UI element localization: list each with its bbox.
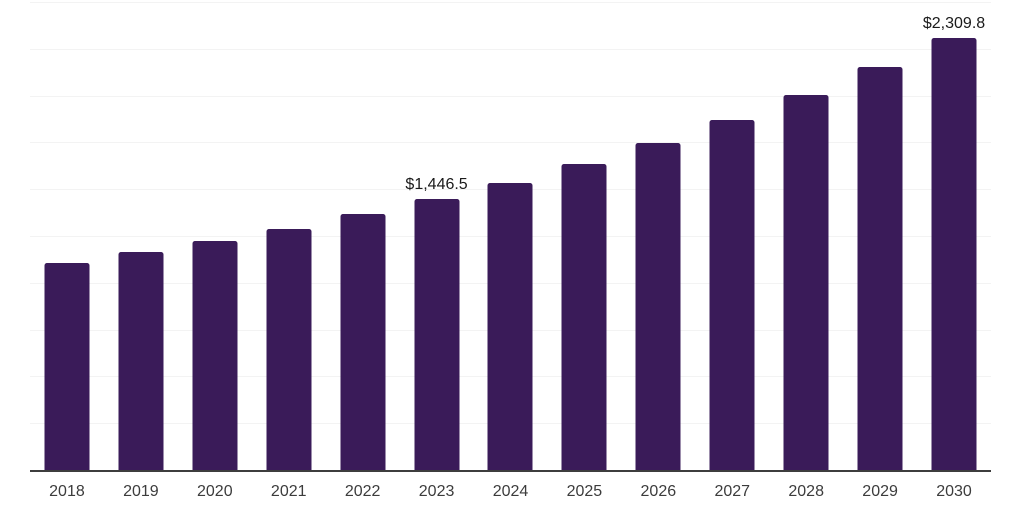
x-tick-label: 2021 <box>270 483 307 500</box>
bar <box>266 229 312 470</box>
bar <box>414 199 460 470</box>
gridline <box>30 48 991 50</box>
bar <box>118 252 164 470</box>
bar-value-label: $2,309.8 <box>922 14 986 32</box>
bar-band <box>326 2 400 470</box>
bar-band <box>621 2 695 470</box>
x-tick-label: 2022 <box>344 483 381 500</box>
bar-band: $2,309.8 <box>917 2 991 470</box>
plot-area: $1,446.5 $2,309.8 <box>30 2 991 472</box>
bar <box>709 120 755 470</box>
bar-band <box>178 2 252 470</box>
x-tick-label: 2024 <box>492 483 529 500</box>
x-tick-label: 2027 <box>714 483 751 500</box>
x-tick-label: 2019 <box>123 483 159 500</box>
bar <box>487 182 533 470</box>
bars-layer: $1,446.5 $2,309.8 <box>30 2 991 470</box>
bar-band <box>769 2 843 470</box>
gridline <box>30 142 991 144</box>
bar <box>931 37 977 470</box>
bar-band <box>252 2 326 470</box>
bar-band <box>30 2 104 470</box>
bar-band <box>695 2 769 470</box>
x-tick-label: 2023 <box>418 483 455 500</box>
x-tick-label: 2029 <box>862 483 898 500</box>
bar <box>44 263 90 470</box>
x-tick-label: 2018 <box>49 483 85 500</box>
gridline <box>30 2 991 3</box>
bar <box>561 163 607 470</box>
bar <box>857 67 903 470</box>
bar <box>635 143 681 470</box>
x-tick-label: 2030 <box>936 483 972 500</box>
x-tick-label: 2025 <box>566 483 603 500</box>
bar-value-label: $1,446.5 <box>405 176 468 194</box>
bar <box>192 241 238 470</box>
x-tick-label: 2020 <box>197 483 233 500</box>
bar <box>783 94 829 470</box>
bar-band <box>843 2 917 470</box>
gridline <box>30 95 991 97</box>
bar-band <box>104 2 178 470</box>
bar-band <box>474 2 548 470</box>
bar <box>340 213 386 470</box>
bar-band: $1,446.5 <box>400 2 474 470</box>
x-axis: 2018 2019 2020 2021 2022 2023 2024 2025 2026 2027… <box>30 482 991 502</box>
bar-band <box>547 2 621 470</box>
x-tick-label: 2026 <box>640 483 677 500</box>
x-tick-label: 2028 <box>788 483 824 500</box>
